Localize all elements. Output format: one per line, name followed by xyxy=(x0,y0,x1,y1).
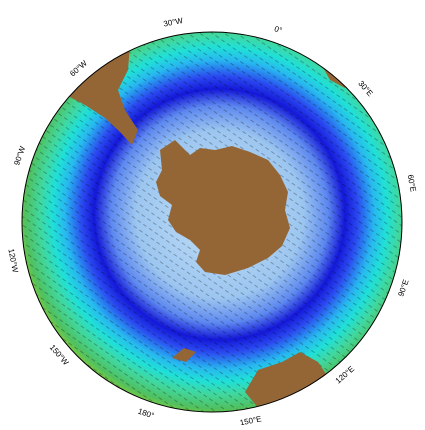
longitude-label: 30°E xyxy=(356,79,374,98)
longitude-label: 180° xyxy=(137,407,156,421)
longitude-label: 60°W xyxy=(68,58,89,78)
longitude-label: 150°W xyxy=(48,343,71,367)
antarctica xyxy=(156,140,290,275)
longitude-label: 150°E xyxy=(239,414,262,425)
longitude-label: 60°E xyxy=(406,174,418,193)
longitude-label: 120°W xyxy=(6,248,20,274)
longitude-label: 90°E xyxy=(396,278,410,297)
map-frame xyxy=(21,31,403,413)
longitude-label: 90°W xyxy=(12,145,27,167)
longitude-label: 120°E xyxy=(334,364,356,385)
new-zealand xyxy=(172,348,196,362)
longitude-label: 0° xyxy=(273,24,283,35)
longitude-label: 30°W xyxy=(163,16,184,29)
